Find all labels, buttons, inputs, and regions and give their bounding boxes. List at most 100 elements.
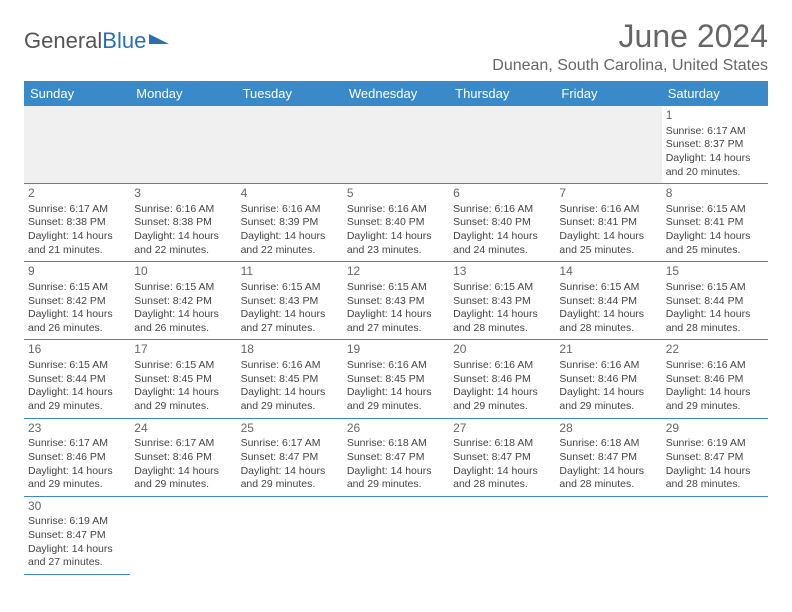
day-detail: and 27 minutes. — [347, 322, 445, 336]
day-detail: and 29 minutes. — [241, 478, 339, 492]
calendar-cell: 9Sunrise: 6:15 AMSunset: 8:42 PMDaylight… — [24, 262, 130, 340]
calendar-cell — [237, 496, 343, 574]
day-detail: Daylight: 14 hours — [28, 465, 126, 479]
day-detail: Sunrise: 6:16 AM — [453, 359, 551, 373]
day-detail: Daylight: 14 hours — [134, 308, 232, 322]
calendar-cell: 24Sunrise: 6:17 AMSunset: 8:46 PMDayligh… — [130, 418, 236, 496]
calendar-table: SundayMondayTuesdayWednesdayThursdayFrid… — [24, 81, 768, 575]
day-number: 14 — [559, 264, 657, 280]
calendar-cell: 25Sunrise: 6:17 AMSunset: 8:47 PMDayligh… — [237, 418, 343, 496]
calendar-cell: 12Sunrise: 6:15 AMSunset: 8:43 PMDayligh… — [343, 262, 449, 340]
calendar-row: 30Sunrise: 6:19 AMSunset: 8:47 PMDayligh… — [24, 496, 768, 574]
header: GeneralBlue June 2024 Dunean, South Caro… — [24, 18, 768, 75]
calendar-cell: 10Sunrise: 6:15 AMSunset: 8:42 PMDayligh… — [130, 262, 236, 340]
day-detail: Sunrise: 6:15 AM — [134, 359, 232, 373]
calendar-cell: 4Sunrise: 6:16 AMSunset: 8:39 PMDaylight… — [237, 184, 343, 262]
day-detail: and 28 minutes. — [453, 478, 551, 492]
day-detail: Sunset: 8:46 PM — [666, 373, 764, 387]
calendar-row: 23Sunrise: 6:17 AMSunset: 8:46 PMDayligh… — [24, 418, 768, 496]
calendar-cell: 18Sunrise: 6:16 AMSunset: 8:45 PMDayligh… — [237, 340, 343, 418]
day-detail: Daylight: 14 hours — [134, 230, 232, 244]
day-detail: Daylight: 14 hours — [666, 386, 764, 400]
day-detail: Sunset: 8:40 PM — [453, 216, 551, 230]
day-detail: Sunrise: 6:16 AM — [453, 203, 551, 217]
day-number: 22 — [666, 342, 764, 358]
calendar-cell: 23Sunrise: 6:17 AMSunset: 8:46 PMDayligh… — [24, 418, 130, 496]
day-detail: Sunset: 8:40 PM — [347, 216, 445, 230]
day-detail: Sunset: 8:44 PM — [559, 295, 657, 309]
day-detail: Sunset: 8:47 PM — [666, 451, 764, 465]
weekday-header: Sunday — [24, 81, 130, 106]
day-detail: Sunset: 8:43 PM — [453, 295, 551, 309]
day-detail: Sunset: 8:41 PM — [666, 216, 764, 230]
day-detail: Daylight: 14 hours — [559, 308, 657, 322]
day-number: 27 — [453, 421, 551, 437]
calendar-cell: 11Sunrise: 6:15 AMSunset: 8:43 PMDayligh… — [237, 262, 343, 340]
day-number: 8 — [666, 186, 764, 202]
day-detail: Sunrise: 6:16 AM — [666, 359, 764, 373]
day-detail: and 23 minutes. — [347, 244, 445, 258]
day-detail: Sunset: 8:44 PM — [28, 373, 126, 387]
day-detail: and 28 minutes. — [559, 478, 657, 492]
calendar-cell: 19Sunrise: 6:16 AMSunset: 8:45 PMDayligh… — [343, 340, 449, 418]
calendar-cell: 20Sunrise: 6:16 AMSunset: 8:46 PMDayligh… — [449, 340, 555, 418]
day-detail: and 29 minutes. — [347, 400, 445, 414]
calendar-cell — [555, 106, 661, 184]
day-detail: Daylight: 14 hours — [347, 465, 445, 479]
day-detail: Sunrise: 6:15 AM — [347, 281, 445, 295]
calendar-cell: 13Sunrise: 6:15 AMSunset: 8:43 PMDayligh… — [449, 262, 555, 340]
day-detail: and 28 minutes. — [453, 322, 551, 336]
day-detail: Sunrise: 6:15 AM — [28, 359, 126, 373]
day-detail: and 20 minutes. — [666, 166, 764, 180]
day-detail: Sunrise: 6:19 AM — [666, 437, 764, 451]
day-number: 28 — [559, 421, 657, 437]
calendar-cell: 28Sunrise: 6:18 AMSunset: 8:47 PMDayligh… — [555, 418, 661, 496]
day-detail: and 27 minutes. — [28, 556, 126, 570]
logo-flag-icon — [149, 34, 171, 50]
day-detail: and 29 minutes. — [347, 478, 445, 492]
day-detail: Sunset: 8:42 PM — [134, 295, 232, 309]
calendar-cell: 21Sunrise: 6:16 AMSunset: 8:46 PMDayligh… — [555, 340, 661, 418]
day-detail: Sunset: 8:46 PM — [134, 451, 232, 465]
day-number: 21 — [559, 342, 657, 358]
day-detail: Sunrise: 6:18 AM — [453, 437, 551, 451]
calendar-cell: 16Sunrise: 6:15 AMSunset: 8:44 PMDayligh… — [24, 340, 130, 418]
calendar-cell — [130, 106, 236, 184]
day-detail: Sunset: 8:47 PM — [347, 451, 445, 465]
day-detail: and 29 minutes. — [28, 400, 126, 414]
day-detail: Daylight: 14 hours — [453, 386, 551, 400]
day-detail: and 21 minutes. — [28, 244, 126, 258]
day-detail: Sunrise: 6:17 AM — [28, 437, 126, 451]
calendar-cell: 3Sunrise: 6:16 AMSunset: 8:38 PMDaylight… — [130, 184, 236, 262]
calendar-cell: 2Sunrise: 6:17 AMSunset: 8:38 PMDaylight… — [24, 184, 130, 262]
day-number: 6 — [453, 186, 551, 202]
day-detail: Sunset: 8:41 PM — [559, 216, 657, 230]
day-number: 4 — [241, 186, 339, 202]
day-detail: and 22 minutes. — [134, 244, 232, 258]
day-detail: Sunrise: 6:17 AM — [28, 203, 126, 217]
day-detail: Daylight: 14 hours — [559, 230, 657, 244]
calendar-cell: 27Sunrise: 6:18 AMSunset: 8:47 PMDayligh… — [449, 418, 555, 496]
day-detail: Sunset: 8:38 PM — [134, 216, 232, 230]
calendar-row: 1Sunrise: 6:17 AMSunset: 8:37 PMDaylight… — [24, 106, 768, 184]
calendar-cell: 29Sunrise: 6:19 AMSunset: 8:47 PMDayligh… — [662, 418, 768, 496]
day-number: 25 — [241, 421, 339, 437]
day-detail: and 26 minutes. — [134, 322, 232, 336]
day-detail: Sunrise: 6:16 AM — [347, 203, 445, 217]
calendar-cell: 8Sunrise: 6:15 AMSunset: 8:41 PMDaylight… — [662, 184, 768, 262]
day-detail: Daylight: 14 hours — [241, 230, 339, 244]
day-detail: Daylight: 14 hours — [347, 230, 445, 244]
day-detail: Sunrise: 6:17 AM — [241, 437, 339, 451]
weekday-header: Wednesday — [343, 81, 449, 106]
day-detail: Daylight: 14 hours — [559, 465, 657, 479]
day-number: 18 — [241, 342, 339, 358]
calendar-cell — [24, 106, 130, 184]
day-detail: Sunrise: 6:16 AM — [241, 359, 339, 373]
day-detail: and 27 minutes. — [241, 322, 339, 336]
day-number: 5 — [347, 186, 445, 202]
day-detail: and 28 minutes. — [559, 322, 657, 336]
day-detail: Sunrise: 6:16 AM — [347, 359, 445, 373]
logo: GeneralBlue — [24, 28, 171, 54]
day-number: 30 — [28, 499, 126, 515]
day-detail: Sunrise: 6:17 AM — [134, 437, 232, 451]
